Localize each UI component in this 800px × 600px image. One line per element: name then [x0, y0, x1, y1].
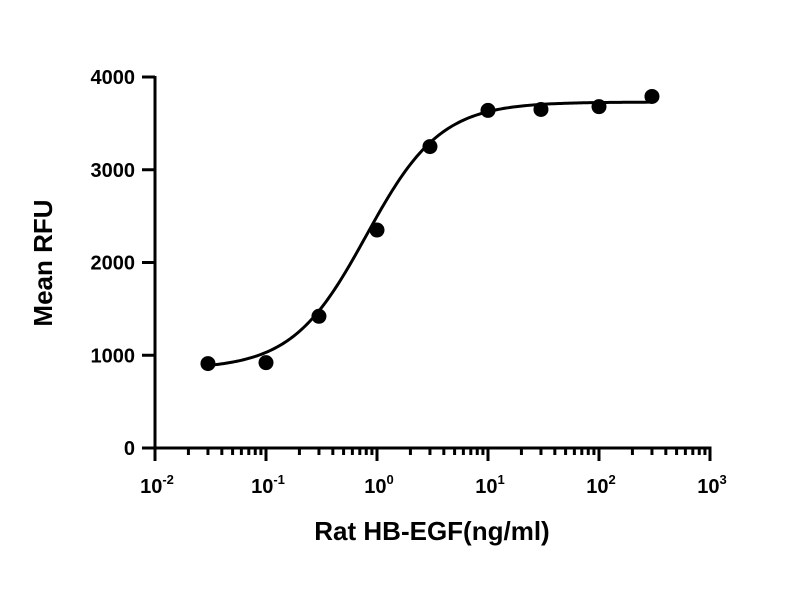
x-tick-label: 10-1 — [251, 472, 285, 498]
x-tick-label: 103 — [697, 472, 726, 498]
x-axis: 10-2 10-1 100 101 102 103 — [140, 446, 727, 498]
x-tick-label: 101 — [475, 472, 504, 498]
data-point — [311, 308, 327, 324]
x-axis-title: Rat HB-EGF(ng/ml) — [314, 516, 549, 546]
data-point — [480, 102, 496, 118]
data-point — [591, 99, 607, 115]
data-point — [369, 222, 385, 238]
data-point — [644, 88, 660, 104]
x-tick-label: 10-2 — [140, 472, 174, 498]
data-points — [200, 88, 660, 372]
data-point — [533, 101, 549, 117]
y-axis-title: Mean RFU — [28, 199, 58, 326]
y-axis: 0 1000 2000 3000 4000 — [91, 67, 157, 460]
y-tick-label: 2000 — [91, 253, 136, 275]
y-tick-label: 3000 — [91, 160, 136, 182]
data-point — [258, 355, 274, 371]
data-point — [422, 139, 438, 155]
y-tick-label: 0 — [124, 438, 135, 460]
x-tick-label: 102 — [586, 472, 615, 498]
data-point — [200, 356, 216, 372]
y-tick-label: 4000 — [91, 67, 136, 89]
y-tick-label: 1000 — [91, 345, 136, 367]
x-tick-label: 100 — [364, 472, 393, 498]
